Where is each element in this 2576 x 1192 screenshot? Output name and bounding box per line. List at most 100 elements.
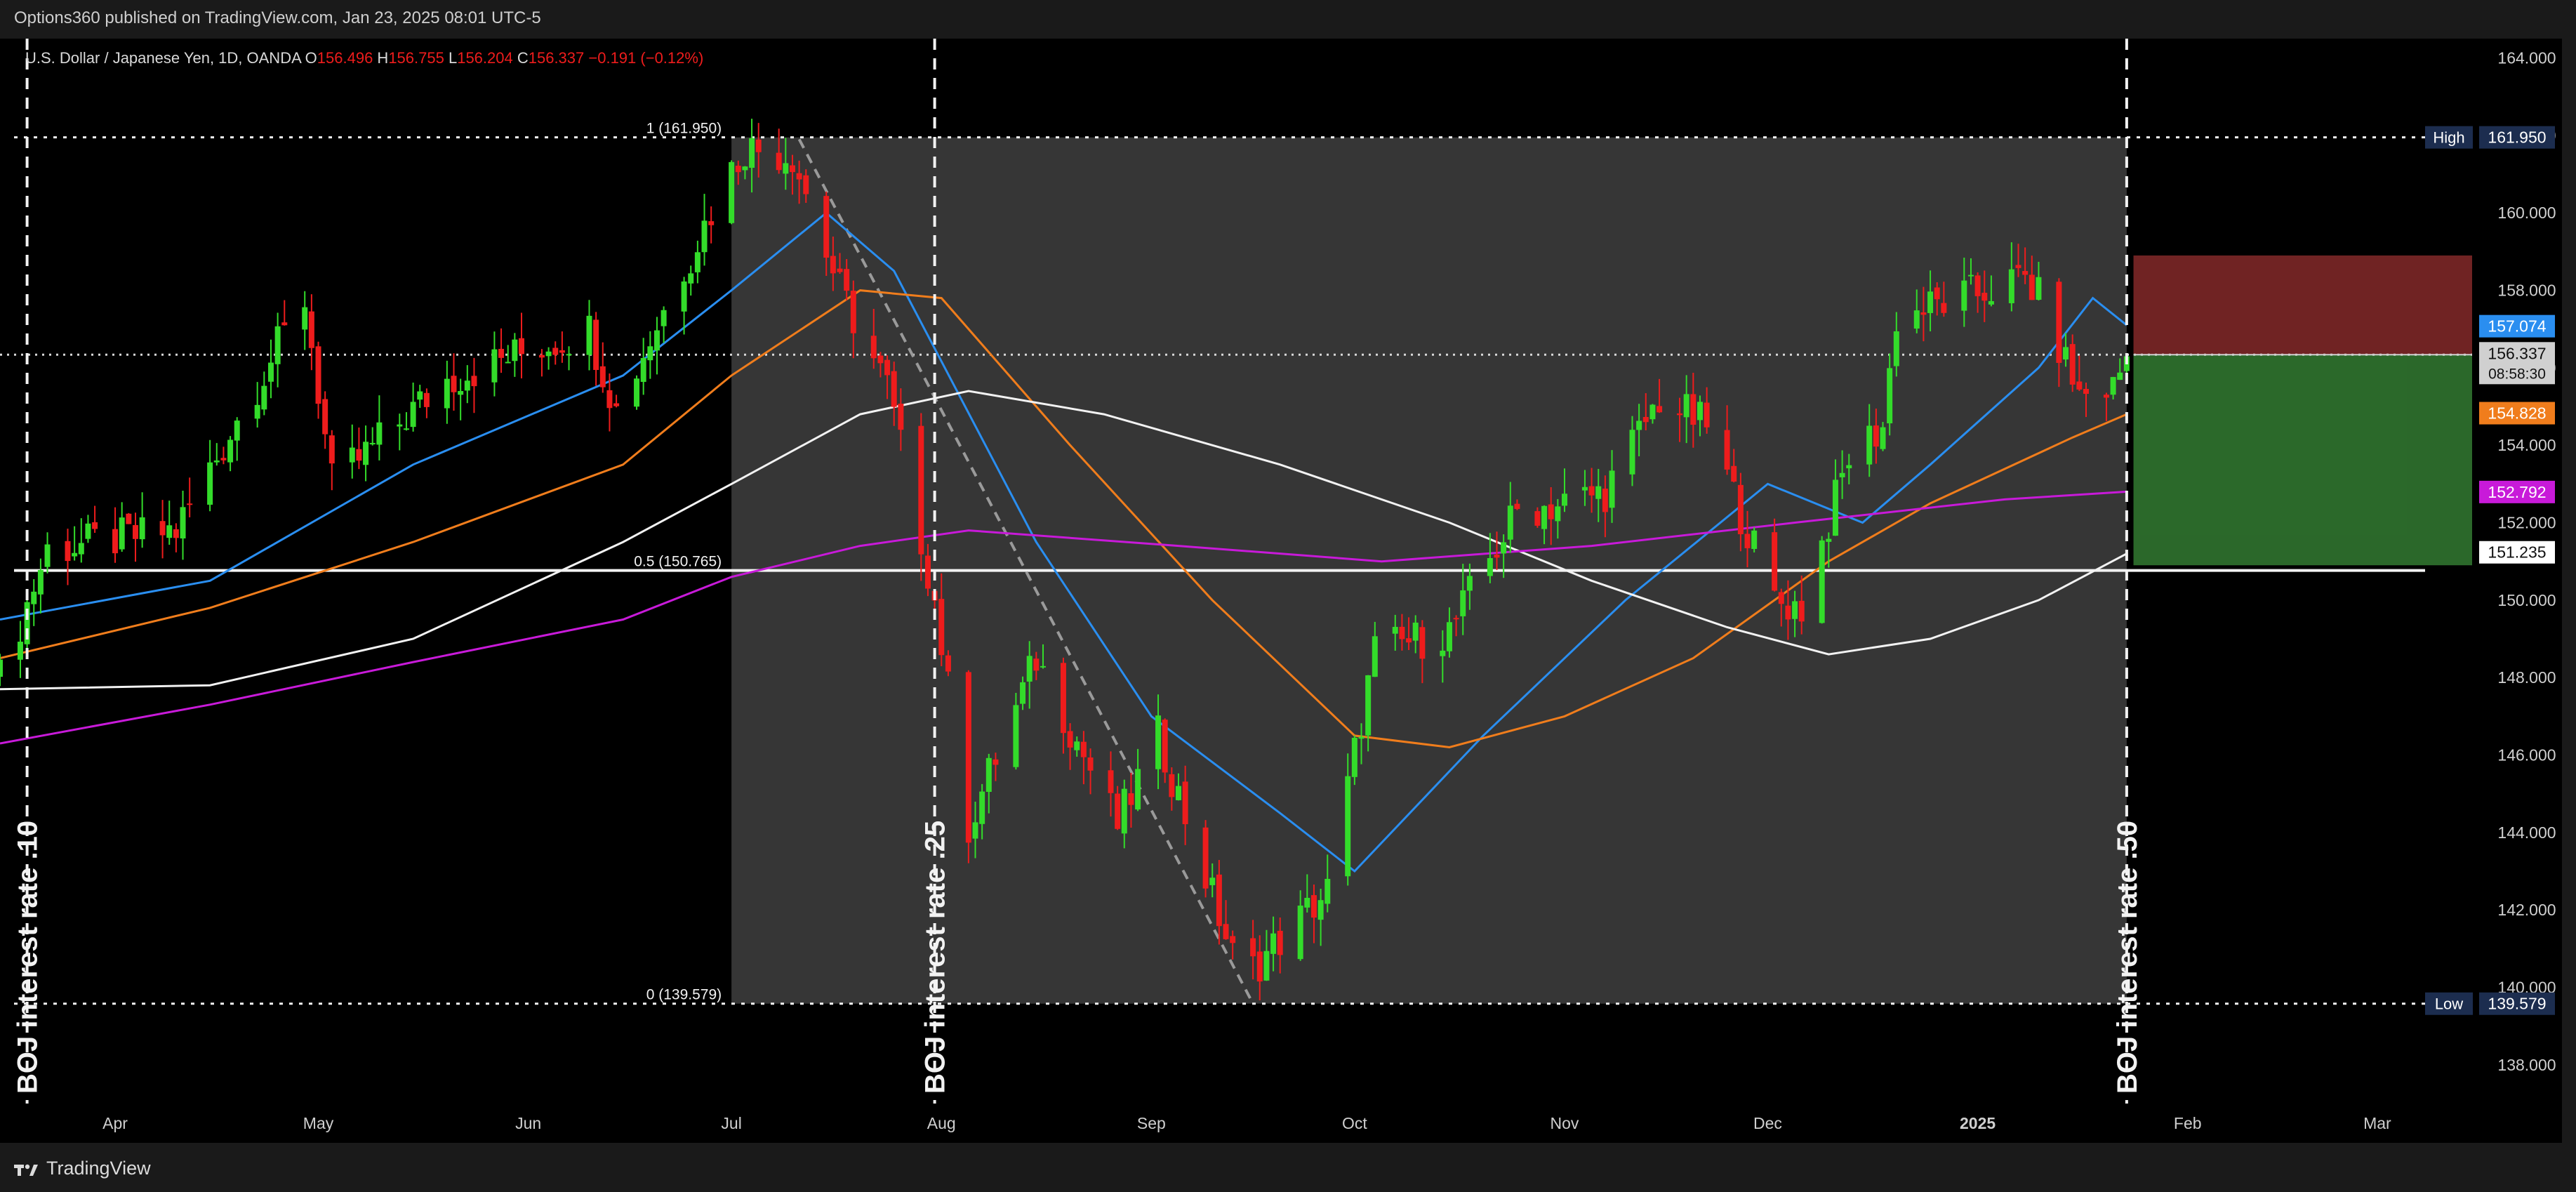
candle-body bbox=[85, 523, 91, 539]
candle-body bbox=[349, 447, 355, 463]
brand-name: TradingView bbox=[46, 1157, 151, 1179]
candle-body bbox=[1920, 312, 1927, 315]
candle-body bbox=[992, 759, 999, 765]
candle-body bbox=[369, 442, 376, 444]
candle-body bbox=[1581, 486, 1588, 491]
candle-body bbox=[1507, 505, 1513, 540]
candle-body bbox=[44, 544, 51, 567]
time-tick-label: Apr bbox=[102, 1114, 128, 1132]
candle-body bbox=[586, 315, 592, 355]
candle-body bbox=[2110, 377, 2116, 395]
candle-body bbox=[1209, 878, 1216, 885]
candle-body bbox=[1602, 489, 1608, 512]
candle-body bbox=[2056, 282, 2062, 363]
candle-body bbox=[898, 404, 904, 430]
candle-body bbox=[1555, 506, 1561, 522]
candle-body bbox=[274, 326, 281, 364]
candle-body bbox=[742, 166, 748, 171]
candle-body bbox=[17, 642, 23, 660]
time-tick-label: Dec bbox=[1753, 1114, 1782, 1132]
candle-body bbox=[139, 517, 145, 540]
candle-body bbox=[1772, 532, 1778, 591]
candle-body bbox=[498, 348, 505, 358]
candle-body bbox=[1657, 406, 1663, 413]
candle-body bbox=[187, 503, 193, 505]
candle-body bbox=[2063, 347, 2069, 360]
candle-body bbox=[749, 138, 755, 168]
legend-part: L bbox=[449, 49, 457, 67]
candle-body bbox=[545, 351, 552, 357]
candle-body bbox=[2103, 395, 2109, 398]
candle-body bbox=[985, 757, 992, 793]
ma-fast-value: 157.074 bbox=[2488, 317, 2546, 336]
candle-body bbox=[376, 422, 383, 445]
legend-part: −0.191 (−0.12%) bbox=[588, 49, 703, 67]
candle-body bbox=[1216, 874, 1222, 927]
candle-body bbox=[1941, 303, 1947, 313]
price-tick-label: 158.000 bbox=[2497, 282, 2556, 300]
candle-body bbox=[1345, 776, 1351, 877]
candle-body bbox=[1399, 626, 1405, 640]
candle-body bbox=[491, 349, 498, 383]
candle-body bbox=[37, 569, 44, 595]
ma-slow-tag bbox=[2479, 541, 2555, 564]
fib-level-label: 0 (139.579) bbox=[646, 987, 722, 1003]
candle-body bbox=[1873, 425, 1879, 447]
candle-body bbox=[1588, 486, 1595, 496]
candle-body bbox=[1310, 895, 1317, 918]
legend-part: U.S. Dollar / Japanese Yen, 1D, OANDA bbox=[25, 49, 305, 67]
candle-body bbox=[755, 139, 762, 152]
candle-body bbox=[823, 196, 830, 258]
candle-body bbox=[451, 376, 457, 392]
ma-mid-tag bbox=[2479, 402, 2555, 425]
candle-body bbox=[1683, 394, 1689, 418]
candle-body bbox=[220, 458, 227, 461]
candle-body bbox=[884, 359, 891, 376]
fib-decline-trendline bbox=[797, 138, 1254, 1005]
candle-body bbox=[1466, 576, 1473, 591]
candle-body bbox=[173, 529, 179, 538]
candle-body bbox=[1020, 682, 1026, 704]
ma-mid-value: 154.828 bbox=[2488, 404, 2546, 423]
candle-body bbox=[1175, 786, 1181, 800]
candle-body bbox=[261, 385, 267, 410]
time-tick-label: Nov bbox=[1551, 1114, 1579, 1132]
bar-countdown: 08:58:30 bbox=[2488, 366, 2546, 382]
candle-body bbox=[1697, 402, 1703, 420]
candle-body bbox=[1704, 402, 1710, 428]
publish-info: Options360 published on TradingView.com,… bbox=[14, 8, 541, 27]
candle-body bbox=[1256, 951, 1263, 982]
candle-body bbox=[877, 355, 884, 364]
candle-body bbox=[1988, 300, 1994, 305]
candle-body bbox=[207, 462, 213, 505]
legend-part: C bbox=[517, 49, 529, 67]
moving-average-line bbox=[0, 390, 2127, 691]
candle-body bbox=[1826, 538, 1832, 542]
candle-body bbox=[1453, 618, 1459, 620]
candle-body bbox=[1974, 275, 1981, 296]
ma-long-tag bbox=[2479, 480, 2555, 503]
candle-body bbox=[518, 338, 524, 355]
price-tick-label: 152.000 bbox=[2497, 514, 2556, 532]
candle-body bbox=[1751, 530, 1758, 549]
candle-body bbox=[1128, 793, 1134, 805]
price-tick-label: 146.000 bbox=[2497, 746, 2556, 764]
event-label: BOJ interest rate .10 bbox=[13, 821, 44, 1094]
current-price-value: 156.337 bbox=[2488, 344, 2546, 362]
legend-part: 156.337 bbox=[529, 49, 589, 67]
candle-body bbox=[1636, 420, 1642, 430]
candle-body bbox=[254, 404, 260, 419]
candle-body bbox=[1541, 505, 1548, 529]
candle-body bbox=[417, 391, 423, 400]
candle-body bbox=[965, 672, 971, 843]
candle-body bbox=[166, 525, 173, 538]
candle-body bbox=[0, 659, 3, 677]
candle-body bbox=[552, 347, 559, 355]
candle-body bbox=[65, 541, 71, 562]
candle-body bbox=[538, 355, 545, 358]
ma-slow-value: 151.235 bbox=[2488, 543, 2546, 562]
candle-body bbox=[1642, 416, 1649, 423]
candle-body bbox=[653, 330, 660, 351]
time-tick-label: Aug bbox=[927, 1114, 956, 1132]
